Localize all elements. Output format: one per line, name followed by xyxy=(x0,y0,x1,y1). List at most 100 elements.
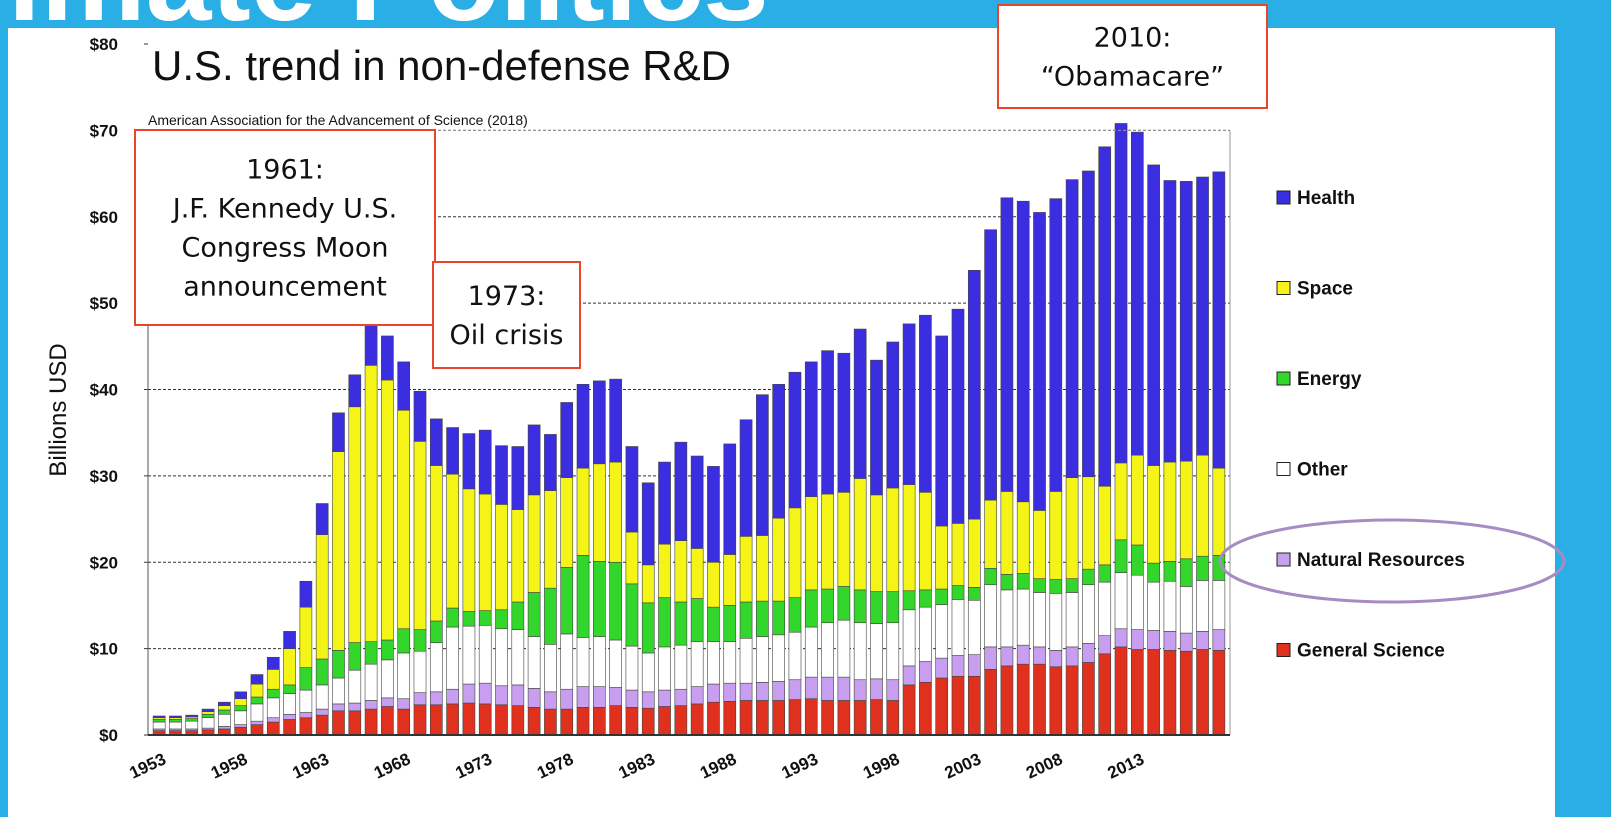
bar-segment xyxy=(1114,628,1128,648)
bar-segment xyxy=(821,676,834,701)
bar-segment xyxy=(919,682,932,736)
bar-segment xyxy=(739,536,753,603)
bar-segment xyxy=(234,691,247,700)
bar-segment xyxy=(1163,631,1177,651)
bar-segment xyxy=(462,625,476,685)
bar-segment xyxy=(511,629,525,686)
bar-segment xyxy=(821,588,834,624)
bar-segment xyxy=(299,580,313,608)
bar-segment xyxy=(1033,212,1046,511)
bar-segment xyxy=(658,706,671,736)
bar-segment xyxy=(935,604,949,659)
bar-segment xyxy=(1033,592,1046,648)
bar-segment xyxy=(250,724,264,736)
bar-segment xyxy=(478,493,492,611)
bar-segment xyxy=(935,677,949,736)
annotation-text: Congress Moon xyxy=(182,233,389,264)
bar-segment xyxy=(641,652,655,693)
bar-segment xyxy=(935,588,949,605)
bar-segment xyxy=(1082,662,1095,736)
bar-segment xyxy=(609,378,622,463)
bar-segment xyxy=(935,525,949,590)
bar-segment xyxy=(413,692,427,706)
bar-segment xyxy=(1016,644,1030,665)
bar-segment xyxy=(511,705,525,736)
bar-segment xyxy=(804,496,818,591)
bar-segment xyxy=(707,701,720,736)
bar-segment xyxy=(1196,454,1209,557)
bar-segment xyxy=(625,645,639,691)
bar-segment xyxy=(951,599,965,656)
bar-segment xyxy=(169,721,182,730)
bar-segment xyxy=(152,721,166,730)
bar-segment xyxy=(478,429,492,495)
bar-segment xyxy=(886,679,900,701)
bar-segment xyxy=(511,446,525,510)
bar-segment xyxy=(1212,171,1226,469)
bar-segment xyxy=(772,384,785,519)
bar-segment xyxy=(1098,635,1112,655)
y-tick-label: $50 xyxy=(90,294,118,313)
bar-segment xyxy=(951,585,965,600)
bar-segment xyxy=(625,531,639,585)
bar-segment xyxy=(1131,574,1144,630)
bar-segment xyxy=(169,719,182,723)
bar-segment xyxy=(527,688,541,708)
bar-segment xyxy=(674,540,688,603)
bar-segment xyxy=(152,715,166,719)
bar-segment xyxy=(690,641,704,687)
bar-segment xyxy=(919,491,932,591)
bar-segment xyxy=(381,659,394,699)
bar-segment xyxy=(364,324,378,366)
bar-segment xyxy=(1179,460,1193,560)
bar-segment xyxy=(967,518,981,588)
bar-segment xyxy=(886,341,900,489)
bar-segment xyxy=(1000,665,1014,736)
bar-segment xyxy=(1065,646,1079,667)
chart-title: U.S. trend in non-defense R&D xyxy=(152,42,731,89)
bar-segment xyxy=(1082,584,1095,644)
bar-segment xyxy=(495,704,508,736)
bar-segment xyxy=(429,642,443,693)
bar-segment xyxy=(413,650,427,693)
bar-segment xyxy=(446,607,459,628)
bar-segment xyxy=(1016,200,1030,503)
bar-segment xyxy=(1033,646,1046,665)
legend-swatch xyxy=(1276,371,1291,386)
bar-segment xyxy=(707,466,720,563)
bar-segment xyxy=(266,688,280,699)
bar-segment xyxy=(739,601,753,639)
bar-segment xyxy=(462,488,476,612)
bar-segment xyxy=(1196,631,1209,650)
bar-segment xyxy=(1131,454,1144,546)
bar-segment xyxy=(413,704,427,736)
bar-segment xyxy=(690,703,704,736)
bar-segment xyxy=(250,720,264,725)
bar-segment xyxy=(853,700,867,736)
bar-segment xyxy=(381,335,394,381)
bar-segment xyxy=(348,642,362,671)
bar-segment xyxy=(1065,592,1079,648)
bar-segment xyxy=(625,583,639,647)
bar-segment xyxy=(315,684,329,710)
bar-segment xyxy=(1179,181,1193,462)
bar-segment xyxy=(870,359,883,496)
bar-segment xyxy=(593,380,606,465)
bar-segment xyxy=(609,461,622,563)
bar-segment xyxy=(576,384,590,469)
bar-segment xyxy=(462,433,476,490)
bar-segment xyxy=(462,702,476,736)
bar-segment xyxy=(707,561,720,608)
bar-segment xyxy=(544,644,557,693)
bar-segment xyxy=(283,648,296,686)
bar-segment xyxy=(381,379,394,641)
bar-segment xyxy=(429,691,443,706)
bar-segment xyxy=(266,717,280,723)
bar-segment xyxy=(511,684,525,706)
bar-segment xyxy=(723,605,737,643)
bar-segment xyxy=(1163,580,1177,632)
bar-segment xyxy=(1016,573,1030,590)
bar-segment xyxy=(837,491,851,587)
bar-segment xyxy=(332,650,345,679)
bar-segment xyxy=(429,465,443,622)
